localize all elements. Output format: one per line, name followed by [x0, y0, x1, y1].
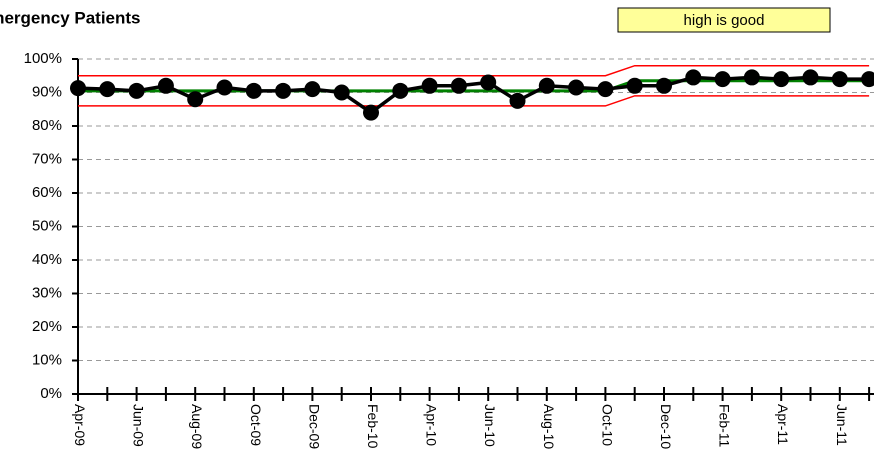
y-tick-label: 20% — [32, 318, 62, 335]
y-tick-label: 60% — [32, 184, 62, 201]
y-tick-label: 10% — [32, 351, 62, 368]
x-tick-label: Jun-09 — [131, 404, 147, 447]
data-point — [509, 92, 526, 109]
data-point — [421, 77, 438, 94]
annotation-box — [617, 7, 831, 33]
data-point — [597, 81, 614, 98]
data-line — [77, 75, 870, 115]
data-point — [333, 84, 350, 101]
limit-line — [78, 64, 870, 77]
y-tick-label: 70% — [32, 150, 62, 167]
y-tick-label: 90% — [32, 83, 62, 100]
data-point — [714, 71, 731, 88]
y-tick-label: 0% — [40, 385, 62, 402]
y-tick-label: 50% — [32, 217, 62, 234]
data-point — [626, 77, 643, 94]
x-tick-label: Aug-09 — [189, 404, 205, 449]
data-point — [480, 74, 497, 91]
data-point — [216, 79, 233, 96]
x-tick-label: Apr-11 — [775, 404, 791, 445]
limit-line — [78, 95, 870, 107]
data-point — [861, 71, 874, 88]
data-point — [99, 81, 116, 98]
data-point — [568, 79, 585, 96]
x-tick-label: Jun-11 — [834, 404, 850, 446]
y-tick-label: 40% — [32, 251, 62, 268]
x-tick-label: Apr-09 — [72, 404, 88, 446]
x-tick-label: Apr-10 — [424, 404, 440, 446]
x-tick-label: Oct-10 — [599, 404, 615, 446]
data-point — [128, 82, 145, 99]
mean-line — [78, 79, 870, 93]
data-point — [743, 69, 760, 86]
data-point — [773, 71, 790, 88]
data-point — [187, 91, 204, 108]
x-tick-label: Aug-10 — [541, 404, 557, 449]
y-tick-label: 30% — [32, 284, 62, 301]
data-point — [450, 77, 467, 94]
annotation: high is good — [684, 12, 765, 29]
data-point — [363, 104, 379, 121]
x-tick-label: Dec-09 — [306, 404, 322, 449]
x-tick-label: Feb-11 — [717, 404, 733, 448]
chart-title: Emergency Patients — [0, 8, 141, 27]
y-tick-label: 80% — [32, 117, 62, 134]
data-point — [685, 69, 702, 86]
y-tick-label: 100% — [24, 50, 62, 67]
data-point — [538, 77, 555, 94]
data-point — [275, 82, 292, 99]
data-point — [157, 77, 174, 94]
data-point — [802, 69, 819, 86]
data-point — [392, 82, 409, 99]
x-tick-label: Oct-09 — [248, 404, 264, 446]
x-tick-label: Jun-10 — [482, 404, 498, 447]
data-point — [70, 80, 86, 97]
x-tick-label: Dec-10 — [658, 404, 674, 449]
data-point — [304, 81, 321, 98]
x-tick-label: Feb-10 — [365, 404, 381, 449]
data-point — [656, 77, 672, 94]
data-point — [245, 82, 262, 99]
data-point — [831, 71, 848, 88]
